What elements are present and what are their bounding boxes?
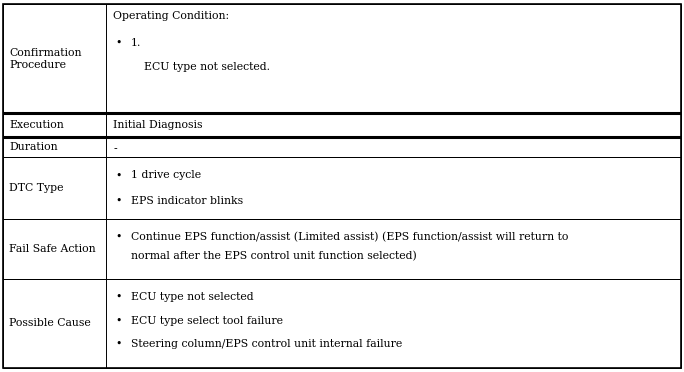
Text: Initial Diagnosis: Initial Diagnosis	[113, 120, 202, 130]
Text: ECU type not selected: ECU type not selected	[131, 292, 254, 302]
Bar	[106, 4, 681, 113]
Text: -: -	[113, 144, 117, 154]
Text: Steering column/EPS control unit internal failure: Steering column/EPS control unit interna…	[131, 339, 402, 349]
Bar	[3, 113, 106, 137]
Bar	[106, 137, 681, 157]
Text: EPS indicator blinks: EPS indicator blinks	[131, 196, 243, 206]
Text: 1.: 1.	[131, 38, 142, 48]
Bar	[106, 279, 681, 368]
Bar	[106, 157, 681, 219]
Bar	[106, 113, 681, 137]
Text: Fail Safe Action: Fail Safe Action	[9, 244, 96, 254]
Text: Possible Cause: Possible Cause	[9, 318, 91, 328]
Text: •: •	[115, 315, 122, 326]
Bar	[3, 219, 106, 279]
Bar	[3, 279, 106, 368]
Text: •: •	[115, 38, 122, 48]
Text: 1 drive cycle: 1 drive cycle	[131, 170, 201, 180]
Text: •: •	[115, 170, 122, 180]
Text: Duration: Duration	[9, 142, 57, 152]
Bar	[3, 157, 106, 219]
Text: •: •	[115, 292, 122, 302]
Text: Confirmation
Procedure: Confirmation Procedure	[9, 48, 81, 70]
Text: Execution: Execution	[9, 120, 64, 130]
Text: Operating Condition:: Operating Condition:	[113, 11, 229, 21]
Text: •: •	[115, 339, 122, 349]
Text: normal after the EPS control unit function selected): normal after the EPS control unit functi…	[131, 251, 417, 261]
Bar	[3, 137, 106, 157]
Text: DTC Type: DTC Type	[9, 183, 64, 193]
Text: •: •	[115, 196, 122, 206]
Bar	[3, 4, 106, 113]
Text: •: •	[115, 232, 122, 242]
Text: ECU type select tool failure: ECU type select tool failure	[131, 315, 283, 326]
Text: Continue EPS function/assist (Limited assist) (EPS function/assist will return t: Continue EPS function/assist (Limited as…	[131, 232, 568, 243]
Bar	[106, 219, 681, 279]
Text: ECU type not selected.: ECU type not selected.	[144, 61, 270, 71]
